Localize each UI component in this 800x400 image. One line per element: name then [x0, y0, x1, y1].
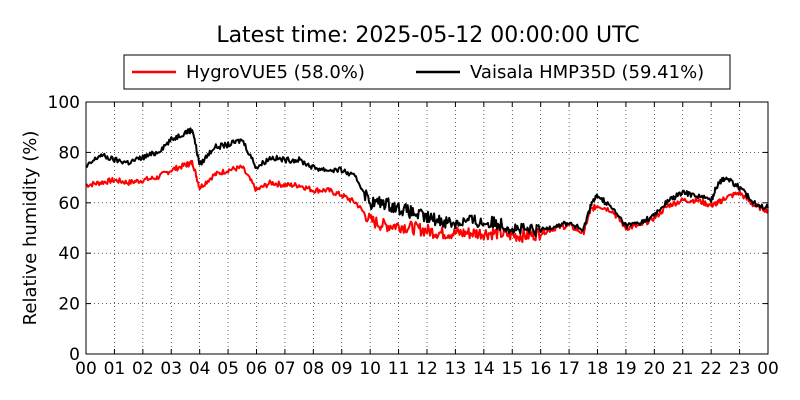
x-tick-label: 23	[729, 359, 751, 379]
x-tick-label: 20	[644, 359, 666, 379]
x-tick-label: 02	[132, 359, 154, 379]
x-tick-label: 18	[587, 359, 609, 379]
series-line-hygrovue5	[85, 159, 769, 244]
x-tick-label: 01	[104, 359, 126, 379]
legend-label-hygrovue5: HygroVUE5 (58.0%)	[186, 62, 365, 83]
series-line-vaisala	[85, 127, 769, 238]
x-tick-label: 03	[160, 359, 182, 379]
x-tick-label: 22	[700, 359, 722, 379]
y-tick-label: 20	[58, 295, 80, 315]
grid-lines	[86, 102, 768, 354]
axis-ticks: 00 01 02 03 04 05 06 07 08 09 10 11 12 13 14 15 16 17 18 19…	[48, 93, 779, 379]
x-tick-label: 00	[757, 359, 779, 379]
y-tick-label: 0	[69, 345, 80, 365]
x-tick-label: 00	[75, 359, 97, 379]
x-tick-label: 21	[672, 359, 694, 379]
y-tick-label: 60	[58, 194, 80, 214]
x-tick-label: 08	[303, 359, 325, 379]
legend: HygroVUE5 (58.0%) Vaisala HMP35D (59.41%…	[123, 54, 731, 90]
x-tick-label: 15	[501, 359, 523, 379]
y-tick-label: 100	[48, 93, 80, 113]
y-tick-label: 40	[58, 244, 80, 264]
x-tick-label: 19	[615, 359, 637, 379]
y-axis-label: Relative humidity (%)	[20, 131, 41, 326]
x-tick-label: 11	[388, 359, 410, 379]
x-tick-label: 05	[217, 359, 239, 379]
x-tick-label: 16	[530, 359, 552, 379]
x-tick-label: 12	[416, 359, 438, 379]
x-tick-label: 04	[189, 359, 211, 379]
x-tick-label: 13	[445, 359, 467, 379]
y-tick-label: 80	[58, 143, 80, 163]
series-group	[85, 127, 769, 244]
x-tick-label: 17	[558, 359, 580, 379]
x-tick-label: 06	[246, 359, 268, 379]
x-tick-label: 10	[359, 359, 381, 379]
x-tick-label: 09	[331, 359, 353, 379]
legend-label-vaisala: Vaisala HMP35D (59.41%)	[470, 62, 704, 83]
chart-title: Latest time: 2025-05-12 00:00:00 UTC	[216, 23, 639, 48]
x-tick-label: 14	[473, 359, 495, 379]
x-tick-label: 07	[274, 359, 296, 379]
